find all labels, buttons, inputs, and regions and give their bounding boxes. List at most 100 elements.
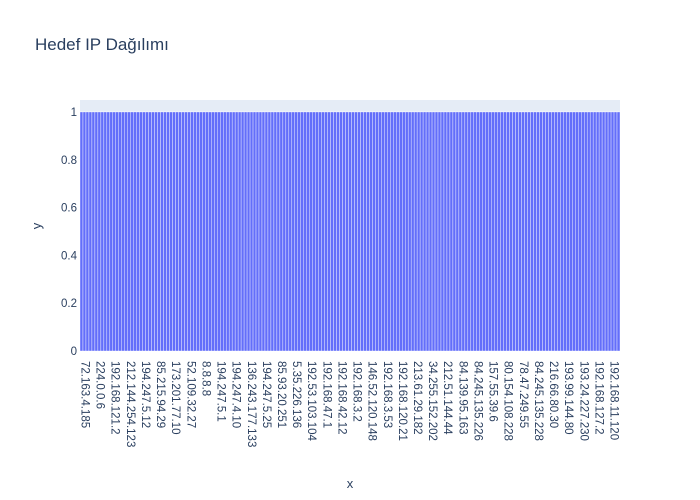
bar[interactable]: [375, 111, 379, 352]
bar[interactable]: [595, 111, 600, 352]
bar[interactable]: [542, 111, 546, 352]
bar[interactable]: [324, 111, 328, 352]
bar[interactable]: [378, 111, 382, 352]
bar[interactable]: [327, 111, 331, 352]
bar[interactable]: [512, 111, 516, 352]
bar[interactable]: [530, 111, 534, 352]
bar[interactable]: [446, 111, 451, 352]
bar[interactable]: [583, 111, 588, 352]
bar[interactable]: [407, 111, 412, 352]
bar[interactable]: [190, 111, 194, 352]
bar[interactable]: [467, 111, 472, 352]
bar[interactable]: [100, 111, 105, 352]
bar[interactable]: [390, 111, 394, 352]
bar[interactable]: [103, 111, 108, 352]
bar[interactable]: [273, 111, 278, 352]
bar[interactable]: [381, 111, 385, 352]
bar[interactable]: [157, 111, 161, 352]
bar[interactable]: [124, 111, 128, 352]
bar[interactable]: [589, 111, 594, 352]
bar[interactable]: [613, 111, 618, 352]
bar[interactable]: [557, 111, 561, 352]
bar[interactable]: [360, 111, 364, 352]
bar[interactable]: [548, 111, 552, 352]
bar[interactable]: [572, 111, 576, 352]
bar[interactable]: [264, 111, 269, 352]
bar[interactable]: [351, 111, 355, 352]
bar[interactable]: [479, 111, 483, 352]
bar[interactable]: [112, 111, 117, 352]
bar[interactable]: [142, 111, 146, 352]
bar[interactable]: [545, 111, 549, 352]
bar[interactable]: [163, 111, 167, 352]
bar[interactable]: [336, 111, 340, 352]
bar[interactable]: [431, 111, 436, 352]
bar[interactable]: [223, 111, 227, 352]
bar[interactable]: [79, 111, 84, 352]
bar[interactable]: [515, 111, 519, 352]
bar[interactable]: [461, 111, 466, 352]
bar[interactable]: [285, 111, 290, 352]
bar[interactable]: [330, 111, 334, 352]
bar[interactable]: [267, 111, 272, 352]
bar[interactable]: [578, 111, 582, 352]
bar[interactable]: [387, 111, 391, 352]
bar[interactable]: [109, 111, 114, 352]
bar[interactable]: [208, 111, 212, 352]
bar[interactable]: [220, 111, 224, 352]
bar[interactable]: [94, 111, 99, 352]
bar[interactable]: [127, 111, 131, 352]
bar[interactable]: [560, 111, 564, 352]
bar[interactable]: [288, 111, 293, 352]
bar[interactable]: [151, 111, 155, 352]
bar[interactable]: [399, 111, 403, 352]
bar[interactable]: [569, 111, 573, 352]
bar[interactable]: [258, 111, 263, 352]
bar[interactable]: [610, 111, 615, 352]
bar[interactable]: [246, 111, 251, 352]
bar[interactable]: [422, 111, 427, 352]
bar[interactable]: [473, 111, 477, 352]
bar[interactable]: [449, 111, 454, 352]
bar[interactable]: [276, 111, 281, 352]
bar[interactable]: [300, 111, 304, 352]
bar[interactable]: [455, 111, 460, 352]
bar[interactable]: [339, 111, 343, 352]
bar[interactable]: [321, 111, 325, 352]
bar[interactable]: [196, 111, 200, 352]
bar[interactable]: [160, 111, 164, 352]
bar[interactable]: [139, 111, 143, 352]
bar[interactable]: [261, 111, 266, 352]
bar[interactable]: [566, 111, 570, 352]
bar[interactable]: [214, 111, 218, 352]
bar[interactable]: [237, 111, 242, 352]
bar[interactable]: [396, 111, 400, 352]
bar[interactable]: [211, 111, 215, 352]
bar[interactable]: [217, 111, 221, 352]
bar[interactable]: [178, 111, 182, 352]
bar[interactable]: [309, 111, 313, 352]
bar[interactable]: [369, 111, 373, 352]
bar[interactable]: [249, 111, 254, 352]
bar[interactable]: [491, 111, 495, 352]
bar[interactable]: [148, 111, 152, 352]
bar[interactable]: [416, 111, 421, 352]
bar[interactable]: [175, 111, 179, 352]
bar[interactable]: [234, 111, 239, 352]
bar[interactable]: [440, 111, 445, 352]
bar[interactable]: [554, 111, 558, 352]
bar[interactable]: [476, 111, 480, 352]
bar[interactable]: [85, 111, 90, 352]
bar[interactable]: [539, 111, 543, 352]
bar[interactable]: [130, 111, 134, 352]
bar[interactable]: [402, 111, 406, 352]
bar[interactable]: [97, 111, 102, 352]
bar[interactable]: [509, 111, 513, 352]
bar[interactable]: [524, 111, 528, 352]
bar[interactable]: [419, 111, 424, 352]
bar[interactable]: [202, 111, 206, 352]
bar[interactable]: [348, 111, 352, 352]
bar[interactable]: [294, 111, 298, 352]
bar[interactable]: [240, 111, 245, 352]
bar[interactable]: [255, 111, 260, 352]
